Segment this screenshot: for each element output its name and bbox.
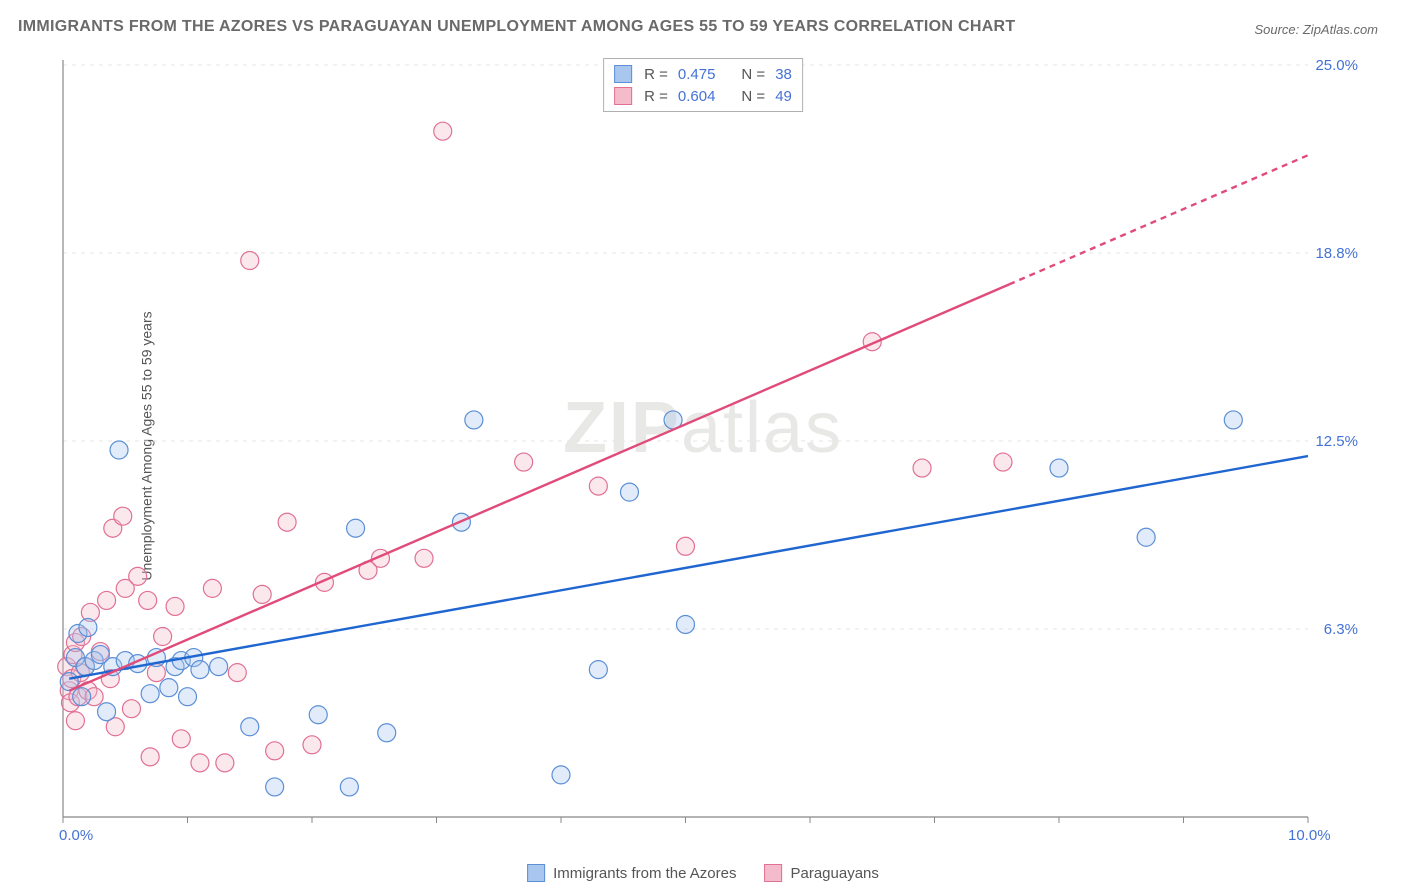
correlation-stat-box: R = 0.475 N = 38 R = 0.604 N = 49 <box>603 58 803 112</box>
series-swatch-icon <box>765 864 783 882</box>
x-axis-start-label: 0.0% <box>59 827 93 844</box>
svg-text:18.8%: 18.8% <box>1315 245 1358 262</box>
series-swatch-icon <box>614 65 632 83</box>
r-value: 0.475 <box>678 66 716 83</box>
r-label: R = <box>644 66 668 83</box>
n-label: N = <box>741 66 765 83</box>
r-value: 0.604 <box>678 88 716 105</box>
n-value: 49 <box>775 88 792 105</box>
legend-label: Immigrants from the Azores <box>553 865 736 882</box>
svg-text:25.0%: 25.0% <box>1315 57 1358 74</box>
r-label: R = <box>644 88 668 105</box>
legend-label: Paraguayans <box>791 865 879 882</box>
x-axis-end-label: 10.0% <box>1288 827 1331 844</box>
scatter-chart: 6.3% 12.5% 18.8% 25.0% <box>55 55 1378 837</box>
legend-item: Paraguayans <box>765 864 879 882</box>
n-label: N = <box>741 88 765 105</box>
legend: Immigrants from the Azores Paraguayans <box>527 864 879 882</box>
svg-text:12.5%: 12.5% <box>1315 433 1358 450</box>
series-swatch-icon <box>614 87 632 105</box>
n-value: 38 <box>775 66 792 83</box>
plot-area: 6.3% 12.5% 18.8% 25.0% <box>55 55 1378 837</box>
stat-row: R = 0.604 N = 49 <box>614 85 792 107</box>
page-title: IMMIGRANTS FROM THE AZORES VS PARAGUAYAN… <box>18 18 1015 36</box>
series-swatch-icon <box>527 864 545 882</box>
source-label: Source: ZipAtlas.com <box>1254 22 1378 37</box>
stat-row: R = 0.475 N = 38 <box>614 63 792 85</box>
svg-text:6.3%: 6.3% <box>1324 621 1358 638</box>
legend-item: Immigrants from the Azores <box>527 864 736 882</box>
